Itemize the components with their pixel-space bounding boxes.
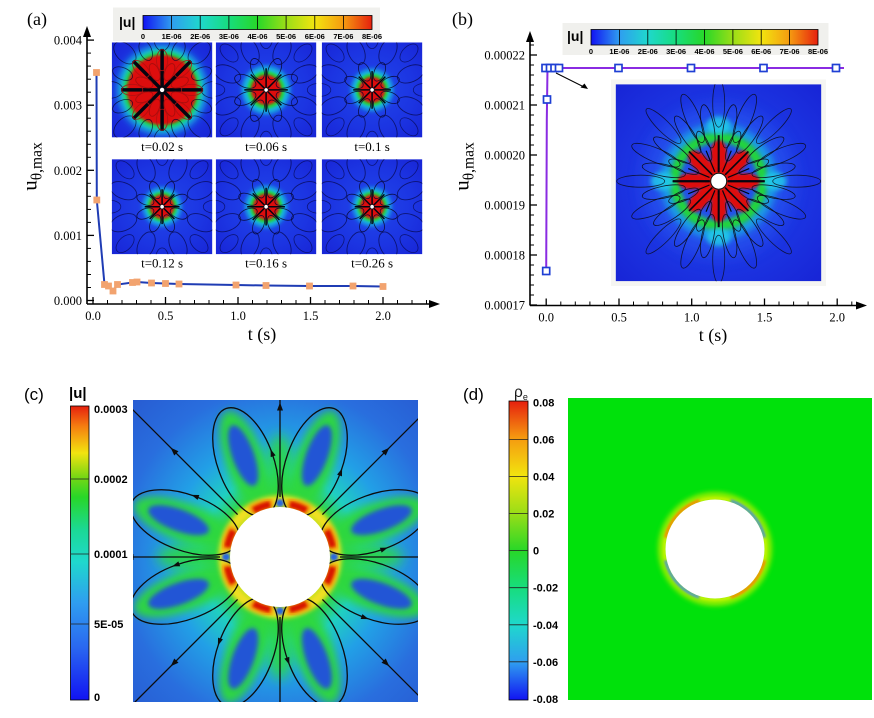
svg-text:2E-06: 2E-06 xyxy=(190,32,210,41)
svg-text:-0.04: -0.04 xyxy=(533,620,559,632)
svg-text:(b): (b) xyxy=(452,9,473,30)
svg-text:0: 0 xyxy=(589,47,593,56)
svg-text:t=0.12 s: t=0.12 s xyxy=(141,256,183,271)
svg-text:(a): (a) xyxy=(27,9,47,30)
svg-text:1E-06: 1E-06 xyxy=(162,32,182,41)
svg-text:3E-06: 3E-06 xyxy=(219,32,239,41)
svg-text:0.04: 0.04 xyxy=(533,472,555,484)
svg-text:0: 0 xyxy=(94,692,100,704)
svg-text:5E-06: 5E-06 xyxy=(723,47,743,56)
svg-text:0.003: 0.003 xyxy=(54,99,82,113)
svg-text:t=0.1 s: t=0.1 s xyxy=(354,139,390,154)
svg-text:1E-06: 1E-06 xyxy=(609,47,629,56)
svg-text:|u|: |u| xyxy=(119,14,135,30)
svg-text:4E-06: 4E-06 xyxy=(694,47,714,56)
svg-text:|u|: |u| xyxy=(567,28,583,44)
svg-text:5E-06: 5E-06 xyxy=(276,32,296,41)
svg-text:3E-06: 3E-06 xyxy=(666,47,686,56)
svg-text:0.004: 0.004 xyxy=(54,34,83,48)
svg-text:0.5: 0.5 xyxy=(158,309,174,323)
svg-text:t (s): t (s) xyxy=(699,325,728,346)
svg-text:0.0001: 0.0001 xyxy=(94,549,128,561)
svg-text:-0.08: -0.08 xyxy=(533,694,558,706)
svg-text:2.0: 2.0 xyxy=(375,309,391,323)
svg-text:0.5: 0.5 xyxy=(611,311,627,325)
svg-text:8E-06: 8E-06 xyxy=(808,47,828,56)
svg-text:8E-06: 8E-06 xyxy=(362,32,382,41)
svg-text:5E-05: 5E-05 xyxy=(94,619,123,631)
svg-text:1.0: 1.0 xyxy=(684,311,700,325)
svg-text:-0.06: -0.06 xyxy=(533,657,558,669)
svg-text:0.08: 0.08 xyxy=(533,397,554,409)
svg-text:1.0: 1.0 xyxy=(230,309,246,323)
svg-text:1.5: 1.5 xyxy=(303,309,319,323)
svg-text:4E-06: 4E-06 xyxy=(247,32,267,41)
svg-text:|u|: |u| xyxy=(69,385,87,402)
svg-text:0.000: 0.000 xyxy=(54,294,82,308)
svg-text:0.00021: 0.00021 xyxy=(484,99,525,113)
svg-text:0.0: 0.0 xyxy=(85,309,101,323)
svg-text:7E-06: 7E-06 xyxy=(780,47,800,56)
svg-text:0.0002: 0.0002 xyxy=(94,474,128,486)
svg-text:0.001: 0.001 xyxy=(54,229,82,243)
svg-text:t=0.02 s: t=0.02 s xyxy=(141,139,183,154)
svg-text:0.00018: 0.00018 xyxy=(484,249,525,263)
svg-text:0.00019: 0.00019 xyxy=(484,199,525,213)
svg-text:0.06: 0.06 xyxy=(533,435,554,447)
svg-text:0.02: 0.02 xyxy=(533,509,554,521)
svg-text:6E-06: 6E-06 xyxy=(751,47,771,56)
svg-text:0.002: 0.002 xyxy=(54,164,82,178)
svg-text:0.0: 0.0 xyxy=(538,311,554,325)
svg-text:1.5: 1.5 xyxy=(757,311,773,325)
svg-text:6E-06: 6E-06 xyxy=(305,32,325,41)
svg-text:(c): (c) xyxy=(24,385,44,404)
svg-text:t=0.06 s: t=0.06 s xyxy=(245,139,287,154)
svg-text:0: 0 xyxy=(533,546,539,558)
svg-text:0.0003: 0.0003 xyxy=(94,404,128,416)
svg-text:(d): (d) xyxy=(463,385,484,404)
svg-text:t=0.26 s: t=0.26 s xyxy=(351,256,393,271)
svg-text:7E-06: 7E-06 xyxy=(333,32,353,41)
svg-text:0.00020: 0.00020 xyxy=(484,149,525,163)
svg-text:0.00017: 0.00017 xyxy=(484,299,525,313)
svg-text:0.00022: 0.00022 xyxy=(484,49,525,63)
svg-text:0: 0 xyxy=(141,32,145,41)
svg-text:2.0: 2.0 xyxy=(829,311,845,325)
svg-text:2E-06: 2E-06 xyxy=(638,47,658,56)
svg-text:t (s): t (s) xyxy=(248,324,277,345)
svg-text:t=0.16 s: t=0.16 s xyxy=(245,256,287,271)
svg-text:-0.02: -0.02 xyxy=(533,583,558,595)
